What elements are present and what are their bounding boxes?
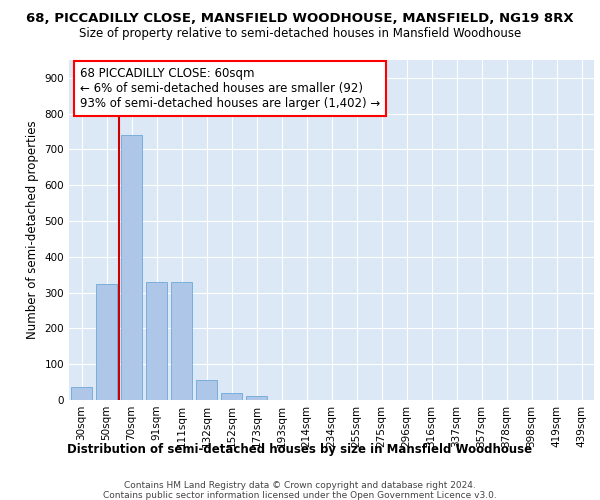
Bar xyxy=(146,282,167,400)
Bar xyxy=(121,135,142,400)
Text: 68, PICCADILLY CLOSE, MANSFIELD WOODHOUSE, MANSFIELD, NG19 8RX: 68, PICCADILLY CLOSE, MANSFIELD WOODHOUS… xyxy=(26,12,574,26)
Bar xyxy=(246,396,267,400)
Bar xyxy=(196,380,217,400)
Bar xyxy=(71,388,92,400)
Text: Size of property relative to semi-detached houses in Mansfield Woodhouse: Size of property relative to semi-detach… xyxy=(79,28,521,40)
Bar xyxy=(96,284,117,400)
Bar xyxy=(221,393,242,400)
Text: Contains public sector information licensed under the Open Government Licence v3: Contains public sector information licen… xyxy=(103,491,497,500)
Bar xyxy=(171,282,192,400)
Text: Contains HM Land Registry data © Crown copyright and database right 2024.: Contains HM Land Registry data © Crown c… xyxy=(124,481,476,490)
Y-axis label: Number of semi-detached properties: Number of semi-detached properties xyxy=(26,120,39,340)
Text: 68 PICCADILLY CLOSE: 60sqm
← 6% of semi-detached houses are smaller (92)
93% of : 68 PICCADILLY CLOSE: 60sqm ← 6% of semi-… xyxy=(79,67,380,110)
Text: Distribution of semi-detached houses by size in Mansfield Woodhouse: Distribution of semi-detached houses by … xyxy=(67,442,533,456)
